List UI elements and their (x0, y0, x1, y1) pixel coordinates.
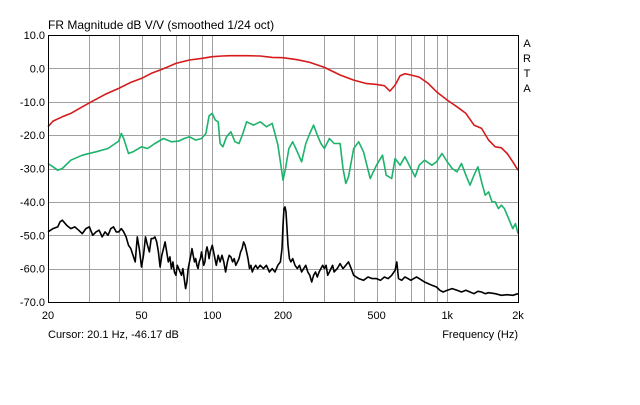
series-line-3 (47, 206, 519, 297)
y-tick-label: -50.0 (20, 230, 45, 242)
y-tick-label: -40.0 (20, 197, 45, 209)
y-tick-label: 10.0 (24, 30, 45, 42)
x-tick-label: 1k (441, 310, 453, 322)
brand-letter: A (523, 38, 531, 50)
brand-letter: A (523, 83, 531, 95)
x-tick-label: 100 (203, 310, 221, 322)
x-axis-label: Frequency (Hz) (442, 329, 518, 341)
tick-labels: 10.0 0.0 -10.0 -20.0 -30.0 -40.0 -50.0 -60.0 -70… (20, 30, 524, 322)
brand-letter: T (524, 68, 531, 80)
plot-area-border (48, 35, 519, 303)
series-line-2 (47, 112, 519, 234)
y-tick-label: -10.0 (20, 97, 45, 109)
x-tick-label: 2k (512, 310, 524, 322)
cursor-readout: Cursor: 20.1 Hz, -46.17 dB (48, 329, 179, 341)
y-tick-label: -70.0 (20, 297, 45, 309)
y-tick-label: -30.0 (20, 164, 45, 176)
grid-layer (48, 35, 518, 302)
x-tick-label: 20 (42, 310, 54, 322)
brand-letter: R (523, 53, 531, 65)
x-tick-label: 200 (274, 310, 292, 322)
x-tick-label: 50 (135, 310, 147, 322)
series-line-1 (47, 54, 519, 171)
x-tick-label: 500 (367, 310, 385, 322)
y-tick-label: -20.0 (20, 130, 45, 142)
chart-title: FR Magnitude dB V/V (smoothed 1/24 oct) (48, 18, 274, 32)
y-tick-label: 0.0 (30, 63, 45, 75)
y-tick-label: -60.0 (20, 264, 45, 276)
series-layer (47, 54, 519, 297)
